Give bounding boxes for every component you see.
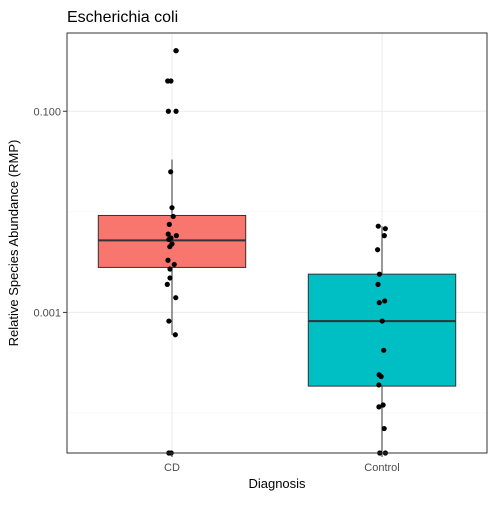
x-axis: CD Control (164, 453, 400, 474)
y-axis-title: Relative Species Abundance (RMP) (6, 140, 21, 347)
x-tick-label-control: Control (364, 462, 399, 474)
y-tick-label-1: 0.100 (33, 106, 61, 118)
data-point-control-12 (376, 382, 381, 387)
data-point-control-3 (375, 247, 380, 252)
data-point-control-4 (377, 272, 382, 277)
data-point-control-9 (381, 348, 386, 353)
data-point-control-2 (382, 233, 387, 238)
data-point-cd-22 (166, 318, 171, 323)
data-point-cd-19 (167, 275, 172, 280)
data-point-cd-17 (172, 262, 177, 267)
data-point-cd-6 (168, 169, 173, 174)
data-point-cd-21 (173, 295, 178, 300)
data-point-control-0 (376, 224, 381, 229)
y-axis: 0.001 0.100 (33, 106, 67, 319)
data-point-cd-23 (173, 332, 178, 337)
data-point-cd-1 (174, 48, 179, 53)
y-tick-label-0: 0.001 (33, 307, 61, 319)
data-point-cd-15 (167, 244, 172, 249)
data-point-control-7 (377, 300, 382, 305)
data-point-cd-20 (165, 282, 170, 287)
data-point-control-14 (376, 404, 381, 409)
data-point-control-15 (382, 426, 387, 431)
data-point-cd-13 (166, 237, 171, 242)
data-point-cd-4 (173, 109, 178, 114)
data-point-control-8 (380, 318, 385, 323)
data-point-cd-16 (165, 258, 170, 263)
x-axis-title: Diagnosis (248, 476, 306, 491)
data-point-cd-11 (174, 233, 179, 238)
data-point-cd-9 (167, 222, 172, 227)
data-point-cd-18 (167, 266, 172, 271)
data-point-cd-3 (168, 78, 173, 83)
chart-title: Escherichia coli (67, 9, 178, 26)
data-point-control-6 (382, 298, 387, 303)
data-point-control-11 (379, 374, 384, 379)
data-point-cd-8 (171, 214, 176, 219)
x-tick-label-cd: CD (164, 462, 180, 474)
box-control (308, 274, 455, 386)
data-point-cd-7 (169, 205, 174, 210)
data-point-cd-5 (166, 109, 171, 114)
data-point-control-1 (383, 226, 388, 231)
data-point-control-5 (375, 282, 380, 287)
